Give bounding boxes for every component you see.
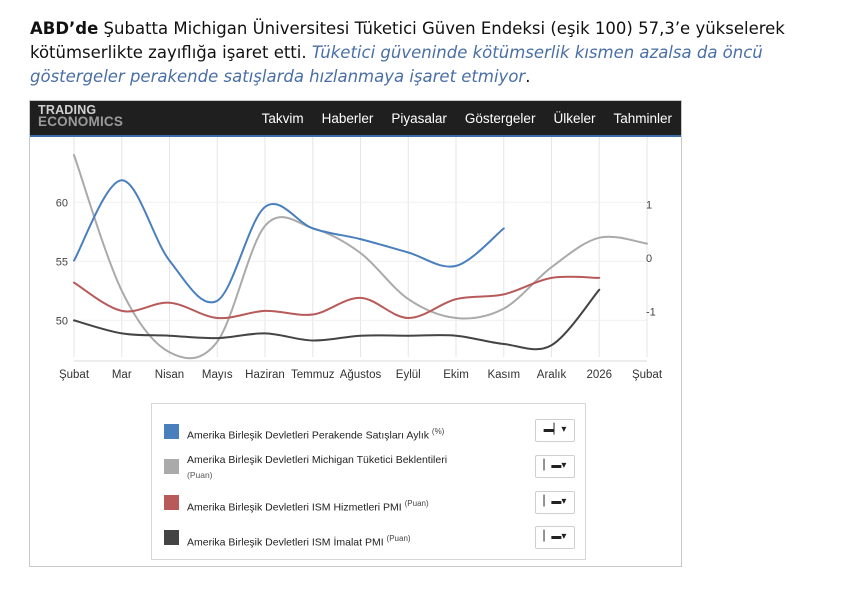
x-axis-tick-label: Nisan xyxy=(155,369,184,381)
headline-end: . xyxy=(525,67,531,86)
legend-unit: (Puan) xyxy=(404,499,429,508)
axis-toggle-button[interactable]: ▏▬▾ xyxy=(535,526,575,549)
top-navigation-bar: TRADING ECONOMICS Takvim Haberler Piyasa… xyxy=(30,101,681,137)
right-axis-tick-label: 0 xyxy=(646,253,652,265)
left-axis-tick-label: 50 xyxy=(56,315,68,327)
trading-economics-logo[interactable]: TRADING ECONOMICS xyxy=(38,103,124,129)
nav-item-piyasalar[interactable]: Piyasalar xyxy=(391,110,447,126)
legend-unit: (Puan) xyxy=(187,470,213,480)
x-axis-tick-label: Haziran xyxy=(245,369,285,381)
legend-label-text: Amerika Birleşik Devletleri ISM İmalat P… xyxy=(187,536,384,549)
series-line-retail-sales xyxy=(73,179,505,304)
legend-row-michigan-expectations: Amerika Birleşik Devletleri Michigan Tük… xyxy=(152,449,585,485)
legend-swatch-michigan-expectations xyxy=(164,459,179,474)
legend-label-michigan-expectations: Amerika Birleşik Devletleri Michigan Tük… xyxy=(187,453,447,483)
legend-label-text: Amerika Birleşik Devletleri ISM Hizmetle… xyxy=(187,501,402,514)
line-chart: 60 55 50 1 0 -1 Şubat Mar Nisan Mayıs Haziran Temmu… xyxy=(56,137,663,381)
x-axis-tick-label: Eylül xyxy=(396,369,421,381)
nav-menu: Takvim Haberler Piyasalar Göstergeler Ül… xyxy=(253,101,681,135)
series-line-ism-services xyxy=(73,275,601,320)
right-axis-tick-label: -1 xyxy=(646,306,656,318)
legend-swatch-ism-services xyxy=(164,495,179,510)
legend-label-retail-sales: Amerika Birleşik Devletleri Perakende Sa… xyxy=(187,424,444,444)
x-axis-tick-label: Şubat xyxy=(59,369,90,381)
legend-swatch-ism-manufacturing xyxy=(164,530,179,545)
x-axis-tick-label: Aralık xyxy=(537,369,567,381)
nav-item-takvim[interactable]: Takvim xyxy=(261,110,304,126)
nav-item-ulkeler[interactable]: Ülkeler xyxy=(553,110,596,126)
x-axis-tick-label: Ekim xyxy=(443,369,469,381)
x-axis-tick-label: 2026 xyxy=(586,369,612,381)
chart-widget: TRADING ECONOMICS Takvim Haberler Piyasa… xyxy=(29,100,682,567)
x-axis-tick-label: Mayıs xyxy=(202,369,233,381)
chart-legend: Amerika Birleşik Devletleri Perakende Sa… xyxy=(151,403,586,560)
legend-label-text: Amerika Birleşik Devletleri Michigan Tük… xyxy=(187,454,448,466)
axis-toggle-button[interactable]: ▬▏▾ xyxy=(535,419,575,442)
headline-text: ABD’de Şubatta Michigan Üniversitesi Tük… xyxy=(30,17,860,89)
series-line-michigan-expectations xyxy=(73,154,648,360)
legend-swatch-retail-sales xyxy=(164,424,179,439)
left-axis-tick-label: 60 xyxy=(56,197,68,209)
headline-normal: Şubatta Michigan Üniversitesi Tüketici G… xyxy=(30,19,785,62)
axis-toggle-button[interactable]: ▏▬▾ xyxy=(535,491,575,514)
nav-item-tahminler[interactable]: Tahminler xyxy=(613,110,672,126)
axis-toggle-button[interactable]: ▏▬▾ xyxy=(535,455,575,478)
x-axis-tick-label: Temmuz xyxy=(291,369,335,381)
headline-bold: ABD’de xyxy=(30,19,99,38)
legend-unit: (Puan) xyxy=(386,534,411,543)
legend-row-ism-manufacturing: Amerika Birleşik Devletleri ISM İmalat P… xyxy=(152,520,585,556)
legend-label-ism-manufacturing: Amerika Birleşik Devletleri ISM İmalat P… xyxy=(187,531,411,551)
legend-label-text: Amerika Birleşik Devletleri Perakende Sa… xyxy=(187,429,429,442)
x-axis-tick-label: Mar xyxy=(112,369,132,381)
x-axis-tick-label: Kasım xyxy=(487,369,520,381)
legend-unit: (%) xyxy=(431,427,445,436)
nav-item-gostergeler[interactable]: Göstergeler xyxy=(464,110,536,126)
legend-row-retail-sales: Amerika Birleşik Devletleri Perakende Sa… xyxy=(152,413,585,449)
headline-italic: Tüketici güveninde kötümserlik kısmen az… xyxy=(30,43,763,86)
legend-label-ism-services: Amerika Birleşik Devletleri ISM Hizmetle… xyxy=(187,496,429,516)
logo-line-2: ECONOMICS xyxy=(38,114,124,129)
right-axis-tick-label: 1 xyxy=(646,199,652,211)
left-axis-tick-label: 55 xyxy=(56,256,68,268)
legend-row-ism-services: Amerika Birleşik Devletleri ISM Hizmetle… xyxy=(152,485,585,521)
series-line-ism-manufacturing xyxy=(73,288,601,351)
nav-item-haberler[interactable]: Haberler xyxy=(321,110,374,126)
x-axis-tick-label: Şubat xyxy=(632,369,663,381)
x-axis-tick-label: Ağustos xyxy=(340,369,382,381)
logo-line-1: TRADING xyxy=(38,103,97,117)
